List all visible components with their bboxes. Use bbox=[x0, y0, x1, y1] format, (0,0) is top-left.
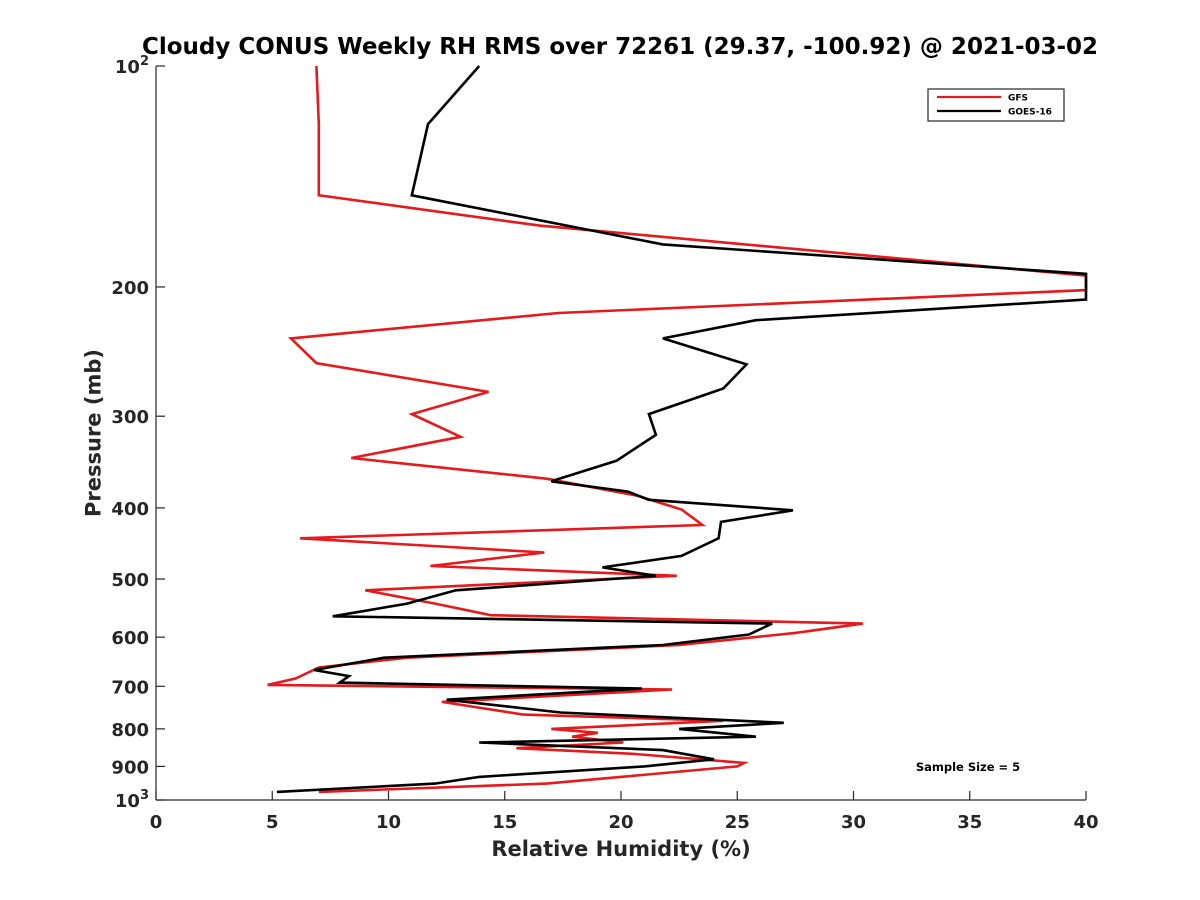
y-tick-label-base: 300 bbox=[111, 407, 149, 428]
y-tick-label-base: 600 bbox=[111, 628, 149, 649]
y-tick-label: 200 bbox=[111, 278, 149, 299]
x-tick-label: 20 bbox=[608, 812, 633, 833]
legend-label: GFS bbox=[1008, 94, 1028, 104]
y-tick-label-exponent: 3 bbox=[140, 788, 149, 803]
y-tick-label: 900 bbox=[111, 757, 149, 778]
x-tick-label: 15 bbox=[492, 812, 517, 833]
y-tick-label: 300 bbox=[111, 407, 149, 428]
y-tick-label-base: 700 bbox=[111, 677, 149, 698]
series-line-goes-16 bbox=[276, 65, 1088, 794]
x-ticks: 0 5 10 15 20 25 30 35 40 bbox=[150, 791, 1099, 833]
y-tick-label-base: 800 bbox=[111, 720, 149, 741]
sample-size-annotation: Sample Size = 5 bbox=[916, 760, 1020, 774]
y-tick-label-base: 900 bbox=[111, 757, 149, 778]
y-tick-label: 700 bbox=[111, 677, 149, 698]
y-tick-label-base: 10 bbox=[115, 57, 140, 78]
x-tick-label: 5 bbox=[266, 812, 279, 833]
x-tick-label: 30 bbox=[841, 812, 866, 833]
x-tick-label: 0 bbox=[150, 812, 163, 833]
y-tick-label-base: 200 bbox=[111, 278, 149, 299]
series-layer bbox=[267, 65, 1088, 794]
legend-label: GOES-16 bbox=[1008, 108, 1052, 118]
x-tick-label: 40 bbox=[1073, 812, 1098, 833]
x-tick-label: 25 bbox=[725, 812, 750, 833]
y-tick-label-base: 400 bbox=[111, 499, 149, 520]
y-tick-label-base: 10 bbox=[115, 791, 140, 812]
y-tick-label: 500 bbox=[111, 570, 149, 591]
y-tick-label-exponent: 2 bbox=[140, 54, 149, 69]
y-tick-label: 600 bbox=[111, 628, 149, 649]
y-axis-label: Pressure (mb) bbox=[81, 349, 105, 517]
y-tick-label: 800 bbox=[111, 720, 149, 741]
x-tick-label: 10 bbox=[376, 812, 401, 833]
y-tick-label: 103 bbox=[115, 788, 149, 812]
x-tick-label: 35 bbox=[957, 812, 982, 833]
chart-title: Cloudy CONUS Weekly RH RMS over 72261 (2… bbox=[142, 34, 1098, 60]
legend-box bbox=[927, 88, 1065, 122]
legend: GFS GOES-16 bbox=[927, 88, 1065, 122]
plot-area: 0 5 10 15 20 25 30 35 40 10220030040050060070080… bbox=[111, 54, 1098, 833]
x-axis-label: Relative Humidity (%) bbox=[491, 837, 750, 861]
y-tick-label: 102 bbox=[115, 54, 149, 78]
y-tick-label: 400 bbox=[111, 499, 149, 520]
y-tick-label-base: 500 bbox=[111, 570, 149, 591]
series-line-gfs bbox=[267, 65, 1088, 794]
